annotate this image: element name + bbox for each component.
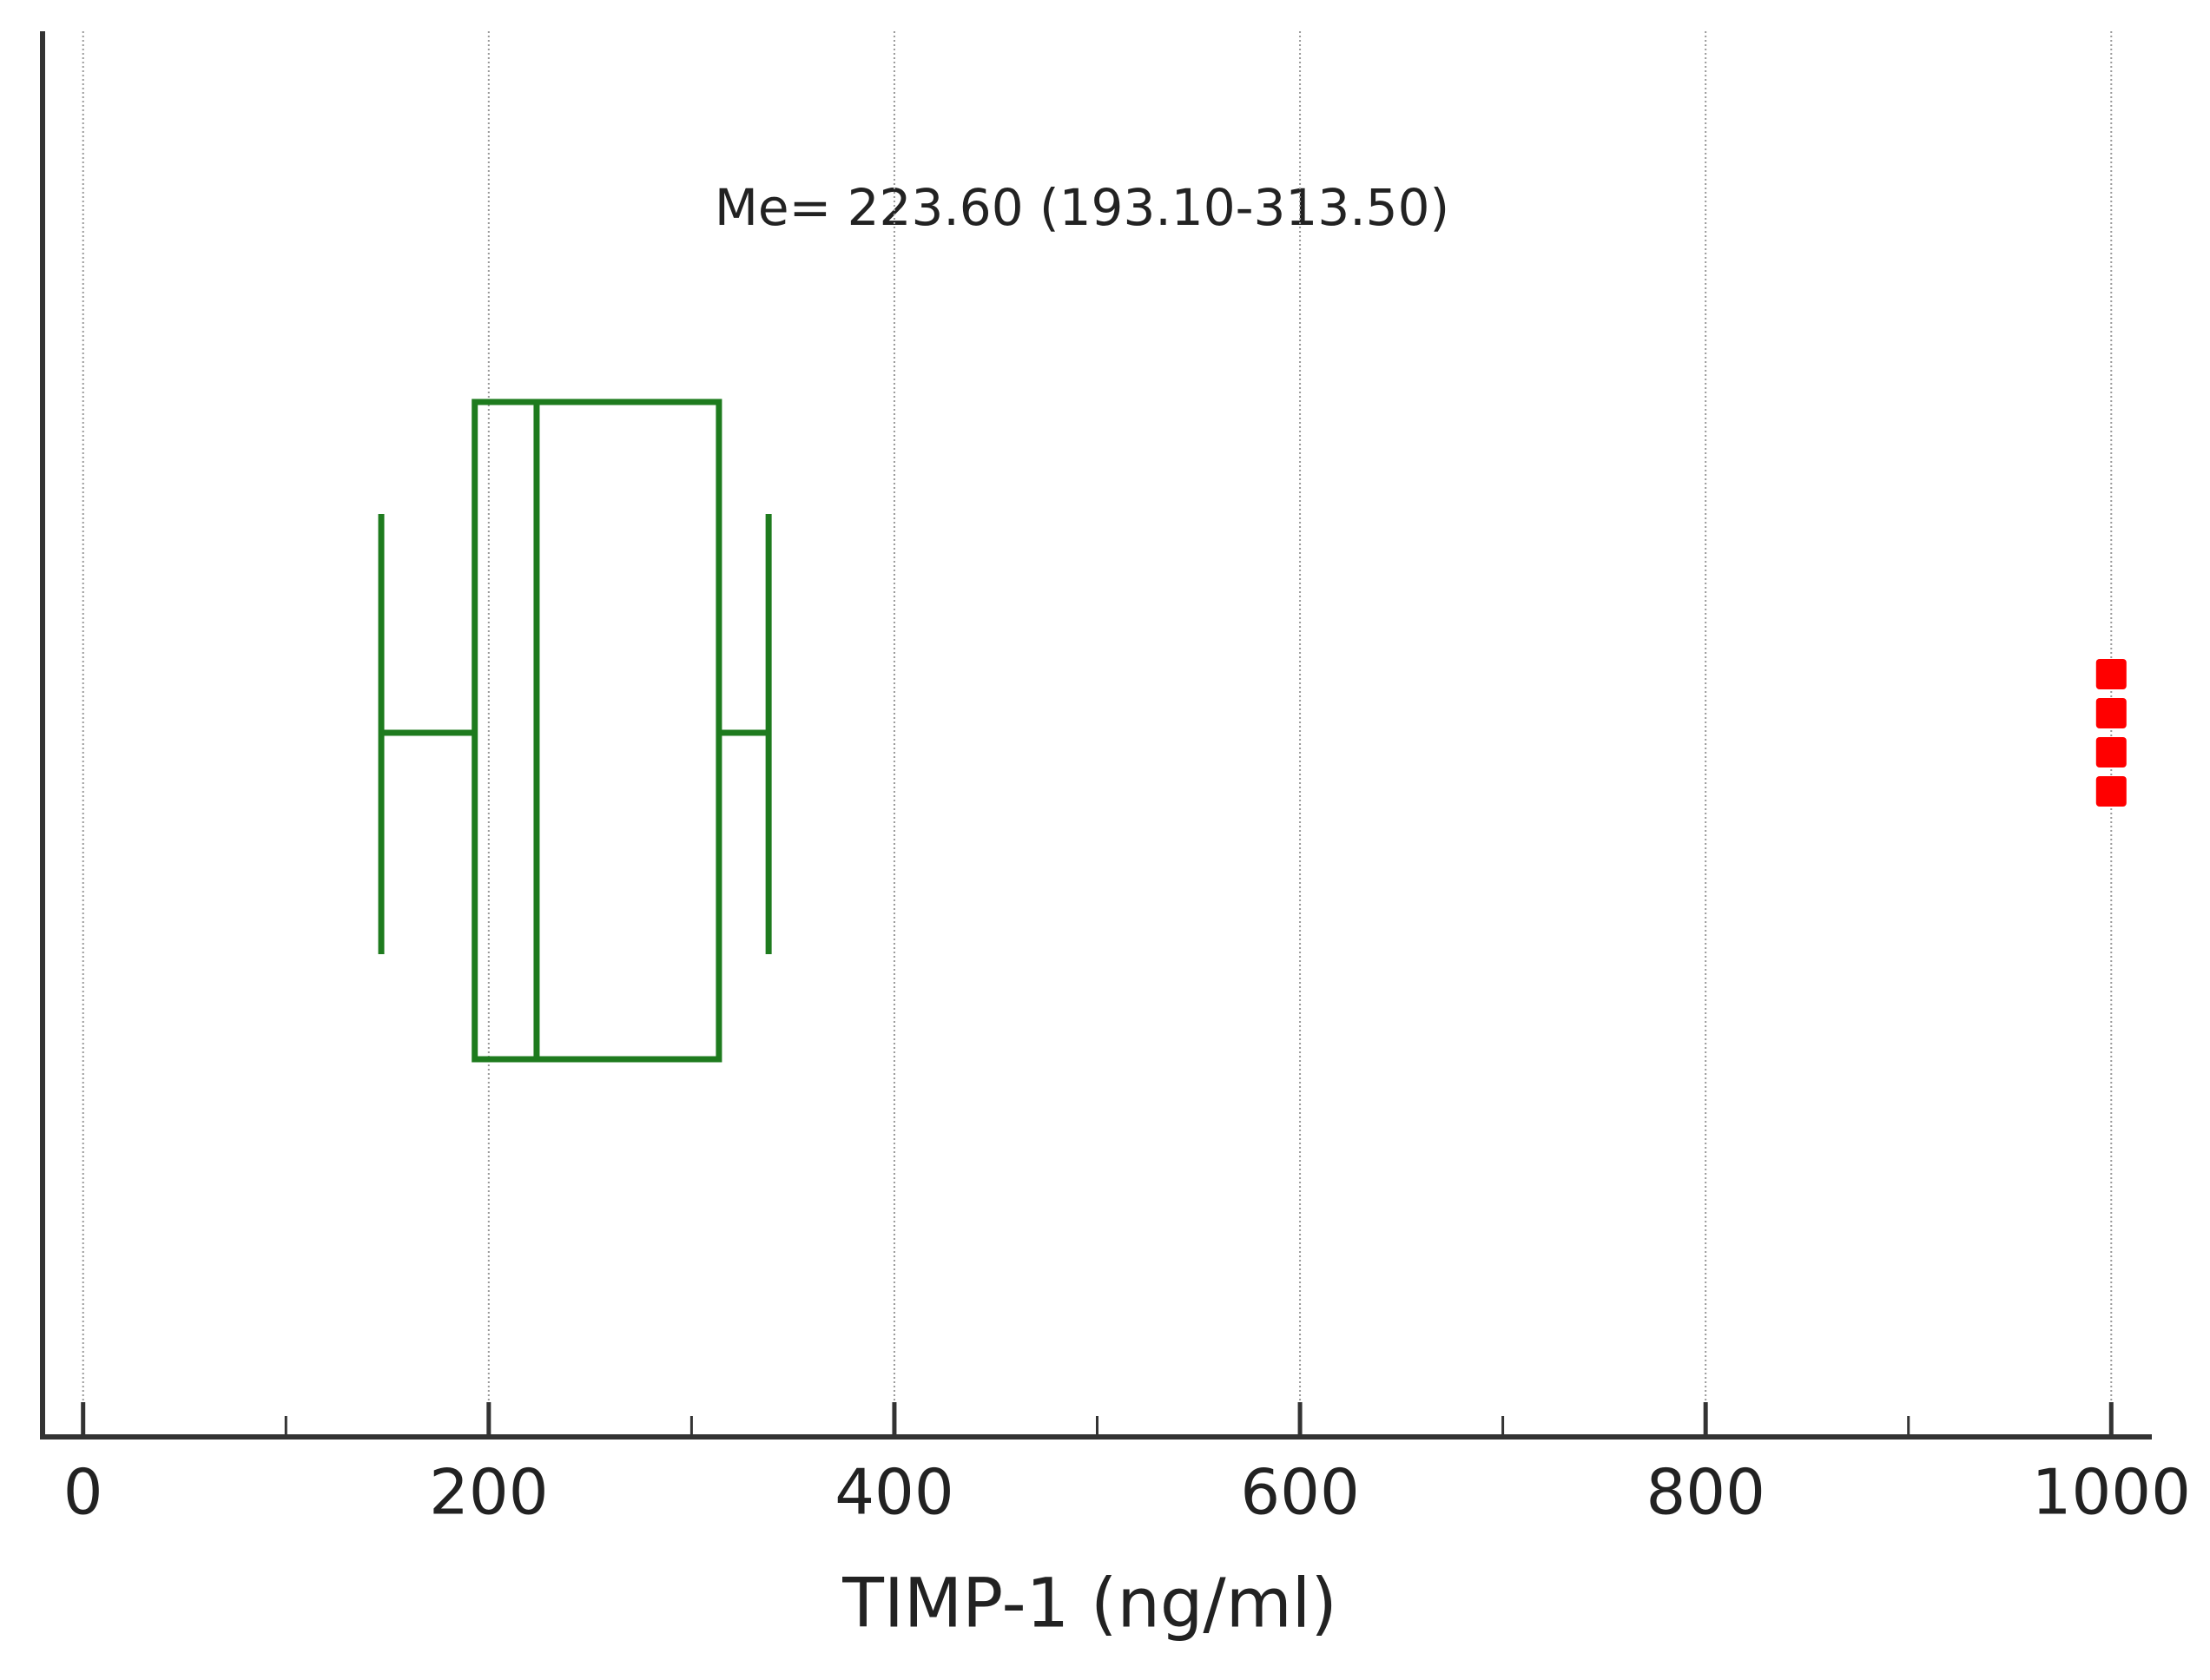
x-tick-label: 400 [835,1456,953,1529]
outlier [2095,776,2127,807]
x-axis-title: TIMP-1 (ng/ml) [841,1565,1337,1643]
x-tick-label: 1000 [2032,1456,2191,1529]
outlier [2095,737,2127,768]
x-tick-label: 600 [1240,1456,1359,1529]
outlier [2095,659,2127,689]
x-tick-label: 800 [1646,1456,1765,1529]
annotation: Me= 223.60 (193.10-313.50) [715,178,1449,237]
outlier [2095,698,2127,728]
x-tick-label: 200 [429,1456,548,1529]
x-tick-label: 0 [63,1456,103,1529]
